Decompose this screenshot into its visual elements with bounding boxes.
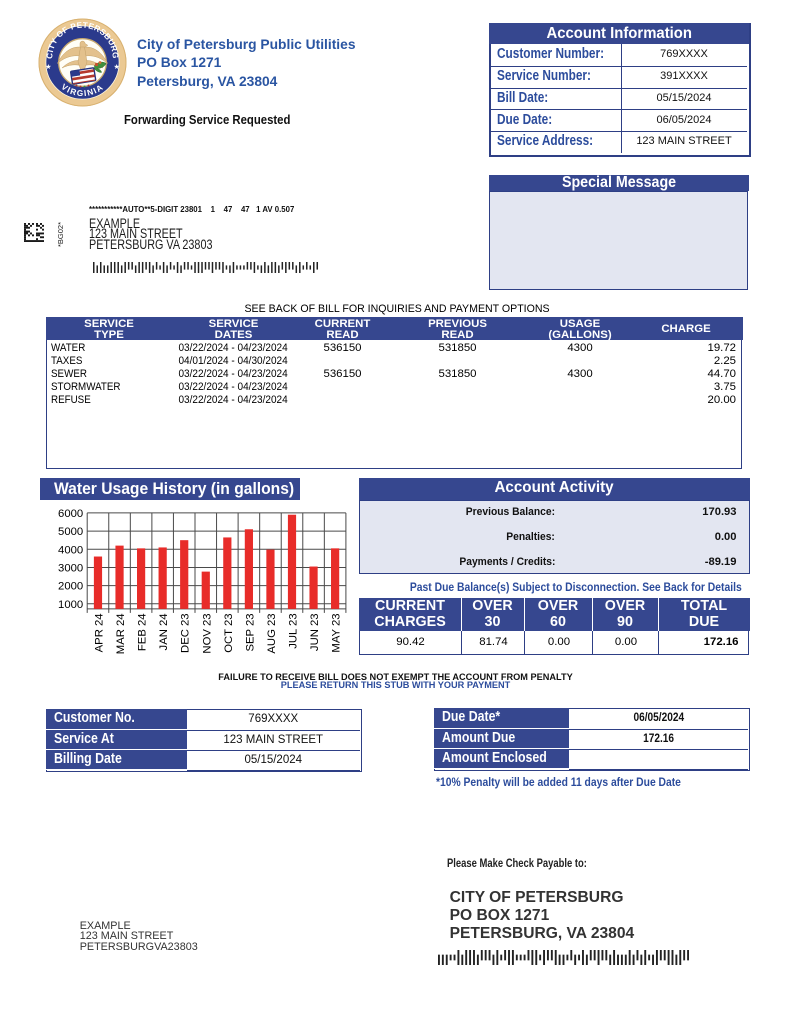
svg-text:★: ★ xyxy=(45,63,51,71)
svg-text:6000: 6000 xyxy=(58,508,83,520)
svg-text:JUL 23: JUL 23 xyxy=(288,613,300,648)
svg-text:OCT 23: OCT 23 xyxy=(223,613,235,652)
svg-text:★: ★ xyxy=(113,63,119,71)
svg-text:5000: 5000 xyxy=(58,526,83,538)
svg-text:JUN 23: JUN 23 xyxy=(309,613,321,651)
svg-text:FEB 24: FEB 24 xyxy=(137,613,149,651)
svg-text:2000: 2000 xyxy=(58,581,83,593)
svg-text:MAY 23: MAY 23 xyxy=(331,613,343,652)
svg-text:NOV 23: NOV 23 xyxy=(201,613,213,653)
svg-text:JAN 24: JAN 24 xyxy=(158,613,170,650)
svg-text:1000: 1000 xyxy=(58,599,83,611)
svg-text:MAR 24: MAR 24 xyxy=(115,613,127,654)
svg-text:4000: 4000 xyxy=(58,544,83,556)
svg-text:3000: 3000 xyxy=(58,562,83,574)
svg-text:SEP 23: SEP 23 xyxy=(244,613,256,651)
svg-text:DEC 23: DEC 23 xyxy=(180,613,192,653)
svg-text:AUG 23: AUG 23 xyxy=(266,613,278,653)
svg-text:APR 24: APR 24 xyxy=(93,613,105,652)
